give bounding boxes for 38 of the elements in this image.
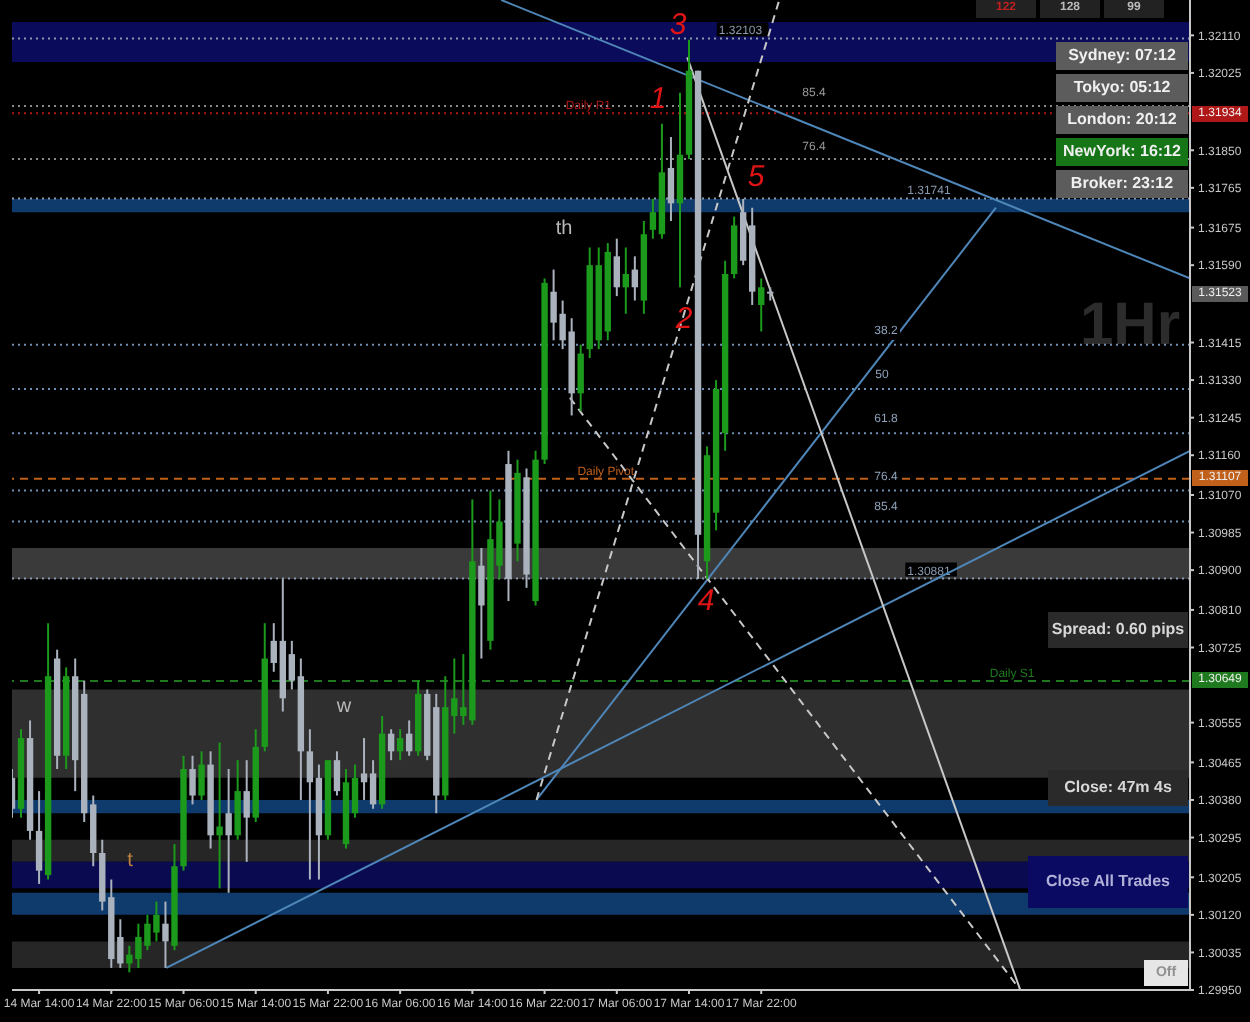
- annotation: 5: [745, 159, 767, 193]
- candlestick: [405, 719, 413, 757]
- candlestick: [613, 237, 620, 298]
- annotation: 4: [695, 583, 717, 617]
- info-box: Close: 47m 4s: [1048, 770, 1188, 806]
- candlestick: [225, 768, 232, 894]
- candlestick: [189, 754, 196, 806]
- clock-box: London: 20:12: [1056, 106, 1188, 134]
- candlestick: [631, 255, 639, 302]
- clock-box: Broker: 23:12: [1056, 170, 1188, 198]
- candlestick: [234, 759, 241, 841]
- candlestick: [216, 741, 223, 890]
- clock-box: NewYork: 16:12: [1056, 138, 1188, 166]
- info-box: Spread: 0.60 pips: [1048, 612, 1188, 648]
- candlestick: [369, 759, 377, 810]
- candlestick: [622, 246, 630, 315]
- button: Close All Trades: [1028, 856, 1188, 908]
- candlestick: [387, 728, 395, 762]
- annotation: w: [334, 696, 354, 720]
- candlestick: [577, 343, 584, 413]
- candlestick: [478, 547, 485, 660]
- candlestick: [396, 728, 404, 762]
- annotation: 1: [647, 81, 669, 115]
- candlestick: [35, 790, 43, 885]
- clock-box: Sydney: 07:12: [1056, 42, 1188, 70]
- candlestick: [306, 728, 314, 881]
- annotation: 2: [673, 301, 695, 335]
- candlestick: [758, 277, 765, 333]
- candlestick: [333, 750, 341, 797]
- clock-box: Tokyo: 05:12: [1056, 74, 1188, 102]
- candlestick: [667, 136, 675, 222]
- annotation: t: [125, 850, 135, 874]
- candlestick: [360, 737, 368, 801]
- annotation: th: [553, 218, 575, 242]
- candlestick: [162, 900, 169, 969]
- candlestick: [243, 759, 250, 863]
- annotation: 3: [667, 7, 689, 41]
- candlestick: [198, 750, 205, 801]
